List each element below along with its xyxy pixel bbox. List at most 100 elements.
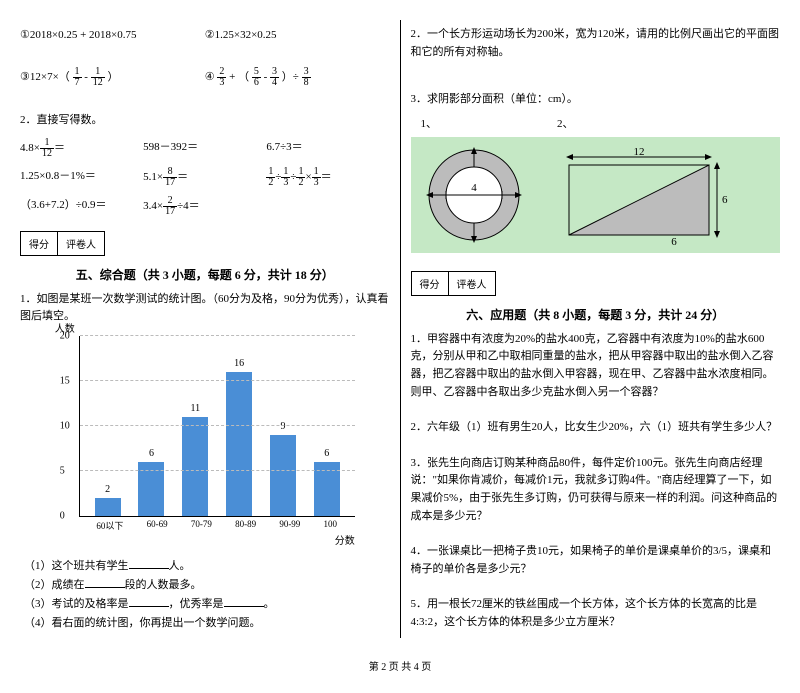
y-tick: 0 xyxy=(60,510,65,521)
mc-b: 598－392＝ xyxy=(143,138,266,159)
frac-5-6: 56 xyxy=(252,67,261,88)
left-column: ①2018×0.25 + 2018×0.75 ②1.25×32×0.25 ③12… xyxy=(20,20,401,638)
score-box-6: 得分 评卷人 xyxy=(411,271,496,296)
expression-row-2: ③12×7×（ 17 - 112 ） ④ 23 + （ 56 - 34 ）÷ 3… xyxy=(20,67,390,88)
blank xyxy=(129,558,169,569)
two-column-layout: ①2018×0.25 + 2018×0.75 ②1.25×32×0.25 ③12… xyxy=(20,20,780,638)
bar-value: 6 xyxy=(149,448,154,459)
right-column: 2．一个长方形运动场长为200米，宽为120米，请用的比例尺画出它的平面图和它的… xyxy=(411,20,781,638)
mc-c: 6.7÷3＝ xyxy=(266,138,389,159)
expr-3: ③12×7×（ 17 - 112 ） xyxy=(20,67,205,88)
s1b: 人。 xyxy=(169,560,191,572)
app-q2: 2．六年级（1）班有男生20人，比女生少20%，六（1）班共有学生多少人？ xyxy=(411,419,781,437)
blank xyxy=(85,577,125,588)
y-tick: 15 xyxy=(60,375,70,386)
mc-a: 1.25×0.8－1%＝ xyxy=(20,167,143,188)
fig-label-2: 2、 xyxy=(557,115,574,131)
blank xyxy=(129,596,169,607)
frac-3-4: 34 xyxy=(270,67,279,88)
app-q1: 1．甲容器中有浓度为20%的盐水400克，乙容器中有浓度为10%的盐水600克，… xyxy=(411,331,781,401)
ring-figure: 4 xyxy=(419,145,529,245)
s1a: （1）这个班共有学生 xyxy=(24,560,129,572)
mental-row: （3.6+7.2）÷0.9＝3.4×217÷4＝ xyxy=(20,196,390,217)
expr4-pre: ④ xyxy=(205,71,215,83)
q2-title: 2．直接写得数。 xyxy=(20,112,390,130)
mental-row: 1.25×0.8－1%＝5.1×817＝12÷13÷12×13＝ xyxy=(20,167,390,188)
bar: 2 xyxy=(95,498,121,516)
tri-right-label: 6 xyxy=(722,194,728,206)
grader-label: 评卷人 xyxy=(58,232,104,255)
r-q2: 2．一个长方形运动场长为200米，宽为120米，请用的比例尺画出它的平面图和它的… xyxy=(411,26,781,61)
bar: 9 xyxy=(270,435,296,516)
page-footer: 第 2 页 共 4 页 xyxy=(20,658,780,673)
triangle-figure: 12 6 6 xyxy=(559,145,729,245)
q5-sub-questions: （1）这个班共有学生 人。 （2）成绩在 段的人数最多。 （3）考试的及格率是 ，优秀… xyxy=(24,557,390,630)
expr-1: ①2018×0.25 + 2018×0.75 xyxy=(20,28,205,41)
x-label: 100 xyxy=(324,519,338,532)
x-label: 80-89 xyxy=(235,519,256,532)
fig-label-1: 1、 xyxy=(421,115,438,131)
score-label: 得分 xyxy=(21,232,58,255)
section-5-title: 五、综合题（共 3 小题，每题 6 分，共计 18 分） xyxy=(20,266,390,283)
bar-value: 9 xyxy=(280,421,285,432)
x-axis-title: 分数 xyxy=(55,532,355,547)
frac-2-3: 23 xyxy=(217,67,226,88)
app-q3: 3．张先生向商店订购某种商品80件，每件定价100元。张先生向商店经理说："如果… xyxy=(411,455,781,525)
fig-numbers: 1、 2、 xyxy=(411,115,781,131)
section-6-title: 六、应用题（共 8 小题，每题 3 分，共计 24 分） xyxy=(411,306,781,323)
x-labels: 60以下 60-69 70-79 80-89 90-99 100 xyxy=(79,517,355,532)
s3b: ，优秀率是 xyxy=(169,598,224,610)
bar-chart: 人数 26111696 05101520 60以下60-6970-7980-89… xyxy=(55,336,355,547)
blank xyxy=(224,596,264,607)
expr-4: ④ 23 + （ 56 - 34 ）÷ 38 xyxy=(205,67,390,88)
app-q4: 4．一张课桌比一把椅子贵10元，如果椅子的单价是课桌单价的3/5，课桌和椅子的单… xyxy=(411,543,781,578)
x-label: 60以下 xyxy=(96,519,123,532)
expr3-post: ） xyxy=(107,71,118,83)
q5-sub3: （3）考试的及格率是 ，优秀率是 。 xyxy=(24,595,390,611)
q5-sub2: （2）成绩在 段的人数最多。 xyxy=(24,576,390,592)
expr-2: ②1.25×32×0.25 xyxy=(205,28,390,41)
score-box-5: 得分 评卷人 xyxy=(20,231,105,256)
bar-value: 16 xyxy=(234,358,244,369)
app-q5: 5．用一根长72厘米的铁丝围成一个长方体，这个长方体的长宽高的比是4:3:2，这… xyxy=(411,596,781,631)
frac-1-12: 112 xyxy=(91,67,105,88)
expr4-m3: ）÷ xyxy=(282,71,299,83)
mc-c: 12÷13÷12×13＝ xyxy=(266,167,389,188)
figure-panel: 4 12 6 6 xyxy=(411,137,781,253)
mc-b: 3.4×217÷4＝ xyxy=(143,196,266,217)
mental-rows: 4.8×112＝598－392＝6.7÷3＝ 1.25×0.8－1%＝5.1×81… xyxy=(20,138,390,217)
gridline xyxy=(80,425,355,426)
expression-row-1: ①2018×0.25 + 2018×0.75 ②1.25×32×0.25 xyxy=(20,28,390,41)
bar: 11 xyxy=(182,417,208,516)
expr4-m1: + （ xyxy=(229,71,249,83)
bar-value: 6 xyxy=(324,448,329,459)
chart-area: 26111696 05101520 xyxy=(79,336,355,517)
x-label: 90-99 xyxy=(279,519,300,532)
grader-label: 评卷人 xyxy=(449,272,495,295)
s3c: 。 xyxy=(264,598,275,610)
gridline xyxy=(80,335,355,336)
x-label: 70-79 xyxy=(191,519,212,532)
tri-bottom-label: 6 xyxy=(671,236,677,245)
gridline xyxy=(80,380,355,381)
x-label: 60-69 xyxy=(147,519,168,532)
mc-a: （3.6+7.2）÷0.9＝ xyxy=(20,196,143,217)
q5-sub4: （4）看右面的统计图，你再提出一个数学问题。 xyxy=(24,614,390,630)
q5-1: 1．如图是某班一次数学测试的统计图。（60分为及格，90分为优秀），认真看图后填… xyxy=(20,291,390,326)
score-label: 得分 xyxy=(412,272,449,295)
tri-top-label: 12 xyxy=(633,146,644,158)
circle-d-label: 4 xyxy=(471,182,477,194)
mental-row: 4.8×112＝598－392＝6.7÷3＝ xyxy=(20,138,390,159)
s2b: 段的人数最多。 xyxy=(125,579,202,591)
gridline xyxy=(80,470,355,471)
s2a: （2）成绩在 xyxy=(24,579,85,591)
bar: 16 xyxy=(226,372,252,516)
frac-3-8: 38 xyxy=(302,67,311,88)
y-tick: 10 xyxy=(60,420,70,431)
bar-value: 2 xyxy=(105,484,110,495)
bar-value: 11 xyxy=(190,403,200,414)
bars: 26111696 xyxy=(80,336,355,516)
mc-b: 5.1×817＝ xyxy=(143,167,266,188)
y-tick: 5 xyxy=(60,465,65,476)
s3a: （3）考试的及格率是 xyxy=(24,598,129,610)
